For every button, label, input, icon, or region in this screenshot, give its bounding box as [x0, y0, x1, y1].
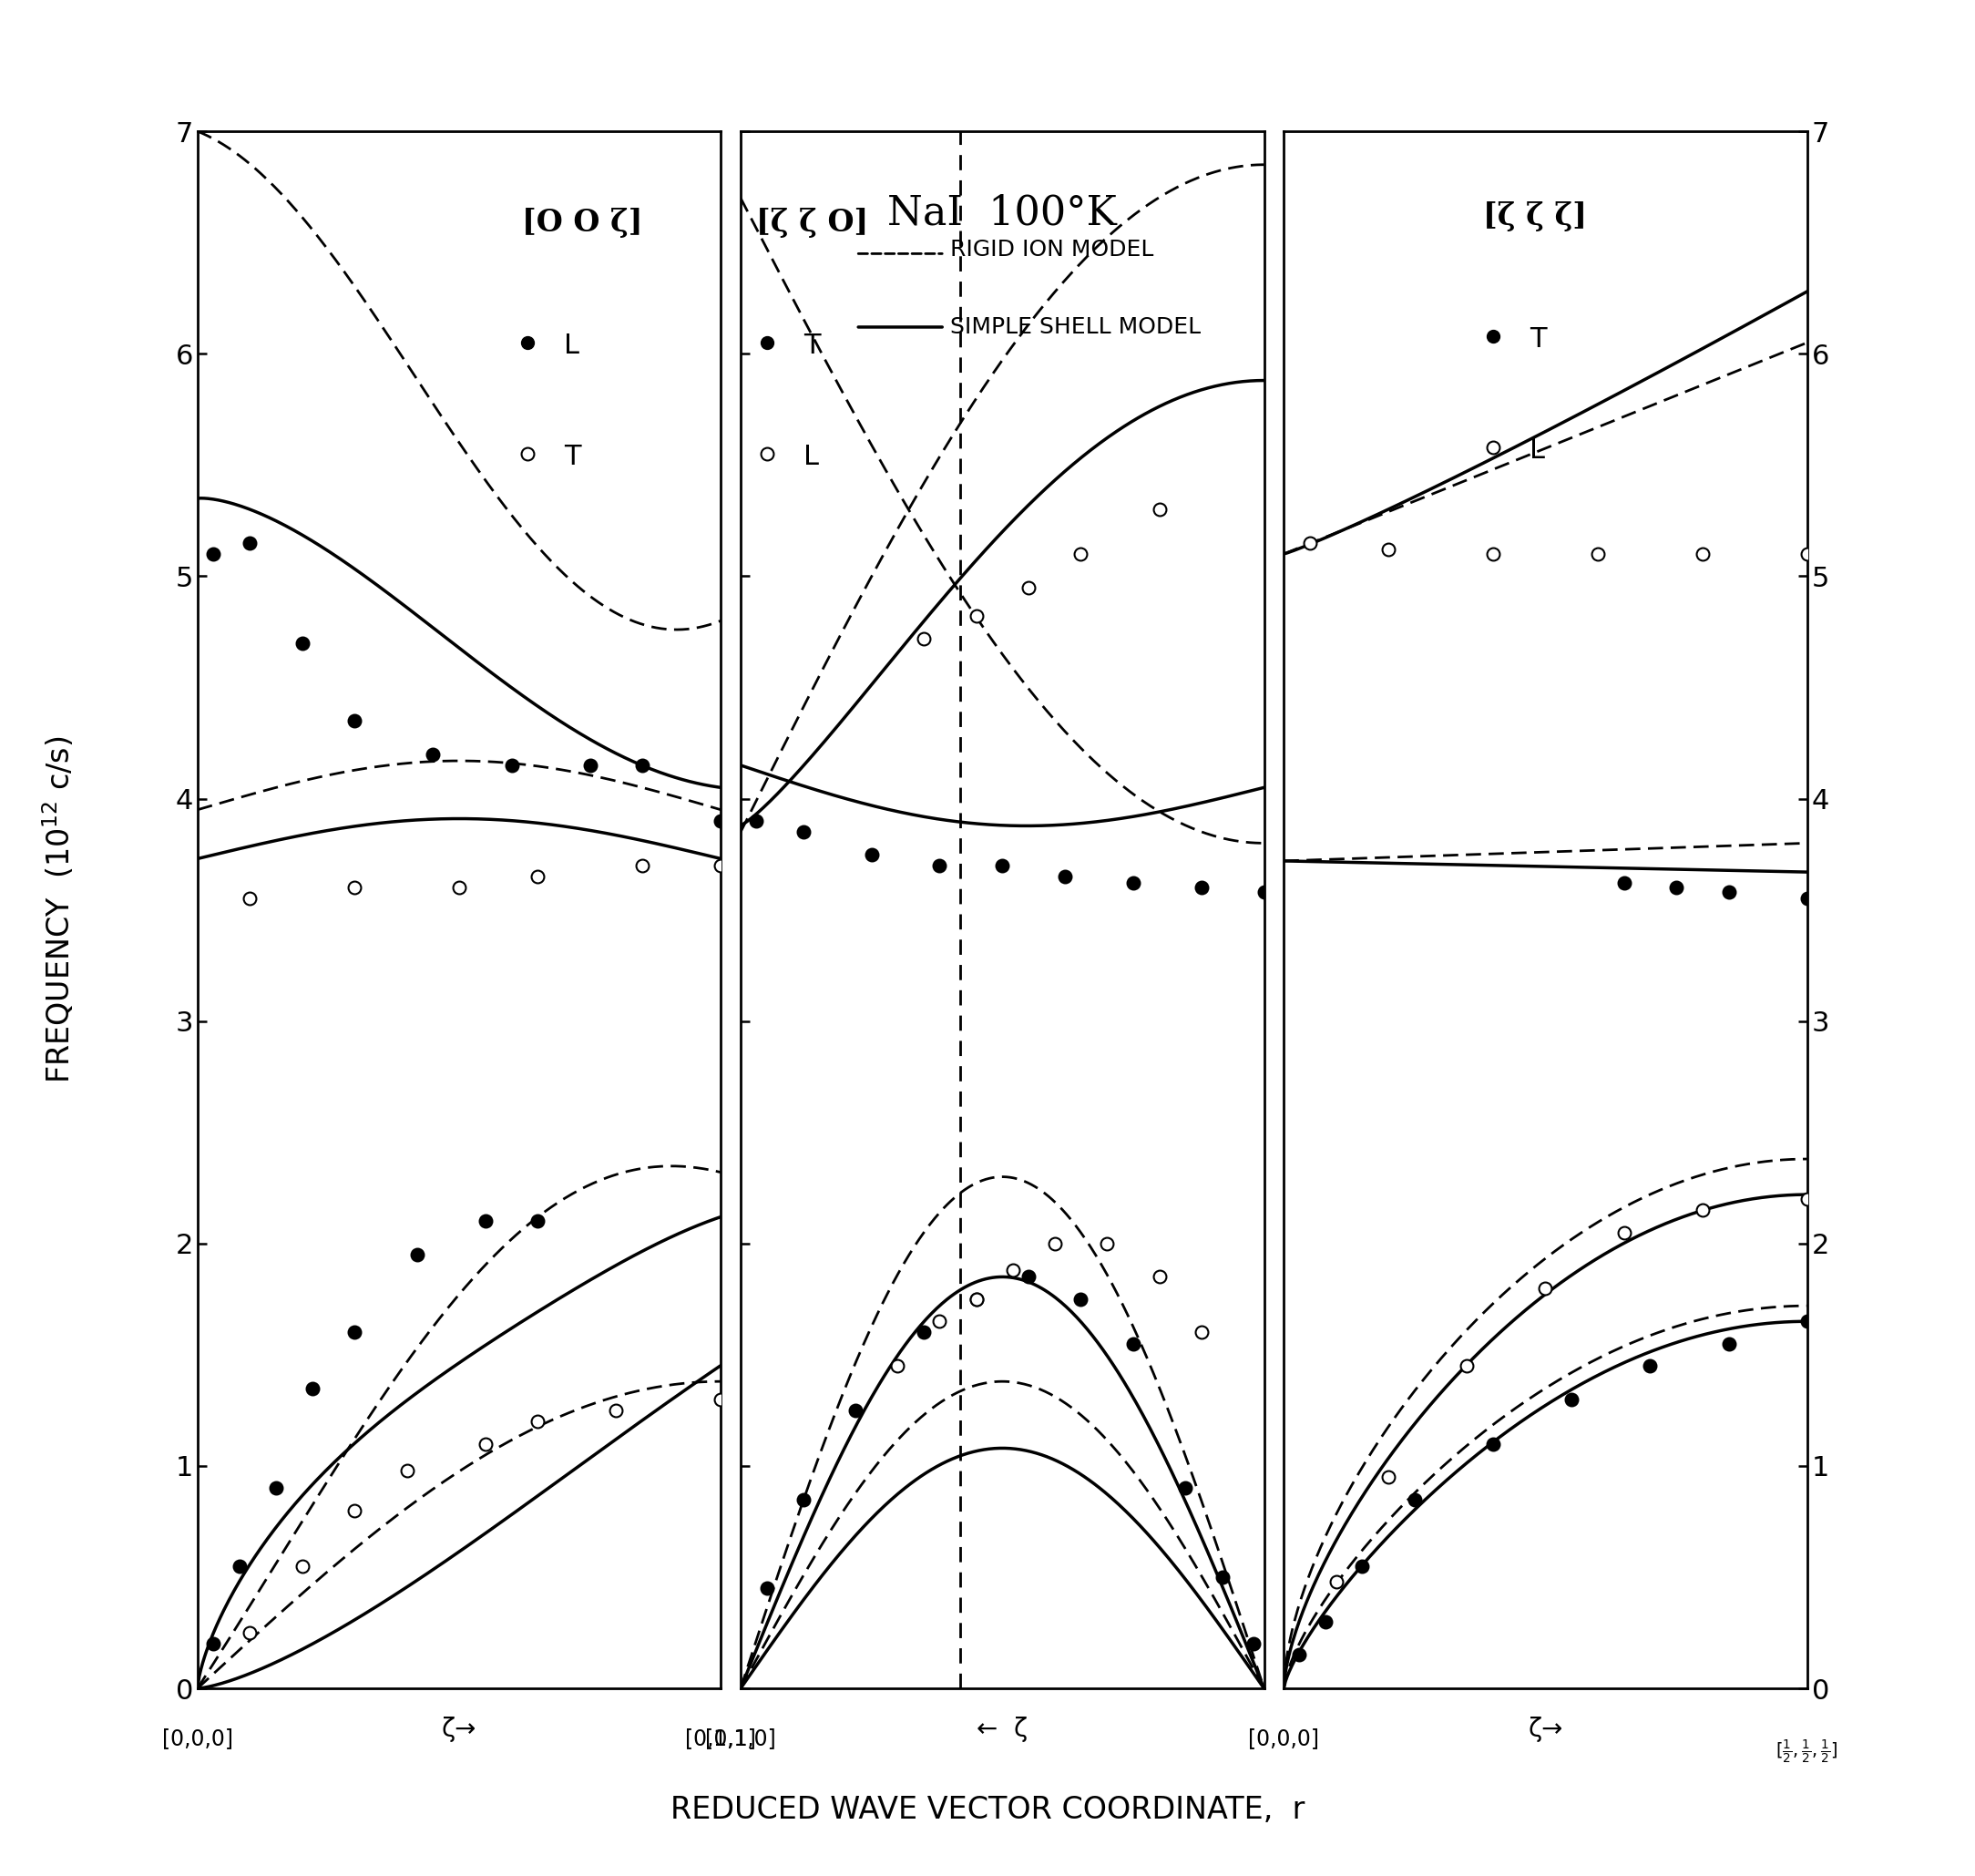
Text: T: T [565, 445, 581, 471]
Text: [$\frac{1}{2},\frac{1}{2},\frac{1}{2}$]: [$\frac{1}{2},\frac{1}{2},\frac{1}{2}$] [1776, 1739, 1839, 1765]
Text: REDUCED WAVE VECTOR COORDINATE,  r: REDUCED WAVE VECTOR COORDINATE, r [670, 1795, 1305, 1825]
Text: [0,0,0]: [0,0,0] [162, 1728, 233, 1748]
Text: ←  ζ: ← ζ [978, 1717, 1027, 1743]
Text: ζ→: ζ→ [442, 1717, 476, 1743]
Text: RIGID ION MODEL: RIGID ION MODEL [950, 238, 1153, 261]
Text: NaI  100°K: NaI 100°K [887, 193, 1118, 233]
Text: T: T [1531, 326, 1546, 353]
Text: [O O ζ]: [O O ζ] [521, 208, 642, 238]
Text: [ζ ζ ζ]: [ζ ζ ζ] [1483, 201, 1586, 231]
Text: L: L [1531, 437, 1544, 463]
Text: ζ→: ζ→ [1529, 1717, 1562, 1743]
Text: [1,1,0]: [1,1,0] [705, 1728, 776, 1748]
Text: L: L [565, 332, 579, 358]
Text: T: T [804, 332, 820, 358]
Text: L: L [804, 445, 820, 471]
Text: [0,0,1]: [0,0,1] [685, 1728, 756, 1748]
Text: SIMPLE SHELL MODEL: SIMPLE SHELL MODEL [950, 317, 1201, 338]
Text: [ζ ζ O]: [ζ ζ O] [756, 208, 869, 238]
Text: [0,0,0]: [0,0,0] [1248, 1728, 1319, 1748]
Text: FREQUENCY  (10$^{12}$ c/s): FREQUENCY (10$^{12}$ c/s) [41, 735, 77, 1084]
